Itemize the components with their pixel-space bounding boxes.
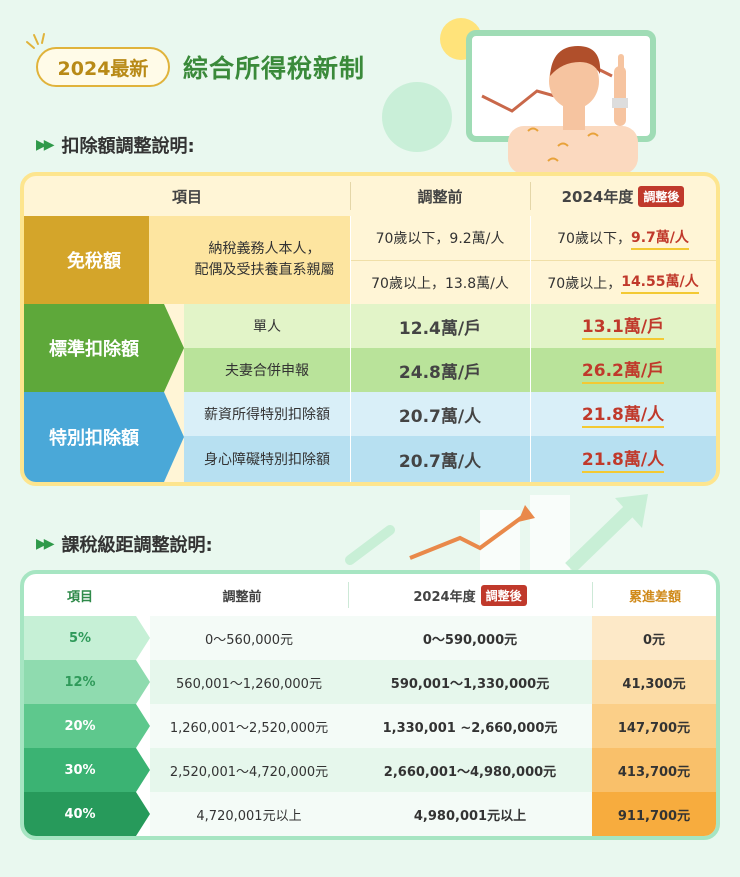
cell-after: 21.8萬/人 xyxy=(530,392,716,436)
bracket-before: 1,260,001～2,520,000元 xyxy=(150,704,348,748)
bracket-before: 0～560,000元 xyxy=(150,616,348,660)
row-item-couple: 夫妻合併申報 xyxy=(184,348,350,392)
cell-before: 12.4萬/戶 xyxy=(350,304,530,348)
category-exemption: 免稅額 xyxy=(24,216,164,304)
section-title-text: 課稅級距調整說明: xyxy=(61,535,213,556)
row-item-disability: 身心障礙特別扣除額 xyxy=(184,436,350,482)
cell-after-value: 9.7萬/人 xyxy=(630,227,689,250)
row-arrow-shape xyxy=(136,660,150,704)
row-arrow-shape xyxy=(136,704,150,748)
row-item-salary: 薪資所得特別扣除額 xyxy=(184,392,350,436)
row-item-taxpayer: 納稅義務人本人， 配偶及受扶養直系親屬 xyxy=(149,216,350,304)
tax-rate: 12% xyxy=(24,660,136,704)
cell-after-value: 21.8萬/人 xyxy=(581,400,665,428)
tax-rate: 20% xyxy=(24,704,136,748)
deduction-table: 項目 調整前 2024年度 調整後 免稅額 納稅義務人本人， 配偶及受扶養直系親屬… xyxy=(20,172,720,486)
bracket-before: 560,001～1,260,000元 xyxy=(150,660,348,704)
bracket-diff: 911,700元 xyxy=(592,792,716,836)
section-title-brackets: ▶▶ 課稅級距調整說明: xyxy=(36,531,213,557)
presenter-illustration xyxy=(508,46,638,174)
header-before: 調整前 xyxy=(222,589,262,605)
bracket-before: 2,520,001～4,720,000元 xyxy=(150,748,348,792)
cell-after-value: 13.1萬/戶 xyxy=(581,312,665,340)
bracket-table: 項目 調整前 2024年度 調整後 累進差額 5% 0～560,000元 0～590,… xyxy=(20,570,720,840)
after-tag: 調整後 xyxy=(480,584,527,606)
cell-before: 20.7萬/人 xyxy=(350,392,530,436)
cell-before: 20.7萬/人 xyxy=(350,436,530,482)
bracket-after: 2,660,001～4,980,000元 xyxy=(348,748,592,792)
bracket-diff: 147,700元 xyxy=(592,704,716,748)
double-arrow-icon: ▶▶ xyxy=(36,536,54,552)
bracket-after: 0～590,000元 xyxy=(348,616,592,660)
bracket-after: 1,330,001 ~2,660,000元 xyxy=(348,704,592,748)
cell-after: 70歲以下， 9.7萬/人 xyxy=(530,216,716,260)
cell-after-value: 26.2萬/戶 xyxy=(581,356,665,384)
cell-after-prefix: 70歲以下， xyxy=(557,231,631,247)
tax-rate: 40% xyxy=(24,792,136,836)
header-diff: 累進差額 xyxy=(628,589,681,605)
cell-after-value: 14.55萬/人 xyxy=(621,271,699,294)
category-standard: 標準扣除額 xyxy=(24,304,164,392)
category-special: 特別扣除額 xyxy=(24,392,164,482)
section-title-deductions: ▶▶ 扣除額調整說明: xyxy=(36,132,195,158)
header-after: 2024年度 調整後 xyxy=(348,574,592,616)
sparkle-icon xyxy=(26,33,45,49)
header-before: 調整前 xyxy=(417,187,463,206)
bracket-diff: 413,700元 xyxy=(592,748,716,792)
cell-after: 26.2萬/戶 xyxy=(530,348,716,392)
section-title-text: 扣除額調整說明: xyxy=(61,136,195,157)
cell-after: 13.1萬/戶 xyxy=(530,304,716,348)
pie-decoration xyxy=(382,82,452,152)
cell-after: 70歲以上， 14.55萬/人 xyxy=(530,260,716,304)
growth-arrow-decoration xyxy=(345,494,648,570)
cell-after: 21.8萬/人 xyxy=(530,436,716,482)
bracket-diff: 41,300元 xyxy=(592,660,716,704)
header-year: 2024年度 xyxy=(561,187,634,206)
row-item-single: 單人 xyxy=(184,304,350,348)
bracket-after: 4,980,001元以上 xyxy=(348,792,592,836)
header-year: 2024年度 xyxy=(413,589,476,605)
page-title: 綜合所得稅新制 xyxy=(183,54,366,83)
cell-after-value: 21.8萬/人 xyxy=(581,445,665,473)
year-badge: 2024最新 xyxy=(36,47,170,87)
tax-rate: 5% xyxy=(24,616,136,660)
bracket-after: 590,001～1,330,000元 xyxy=(348,660,592,704)
row-arrow-shape xyxy=(136,616,150,660)
bracket-diff: 0元 xyxy=(592,616,716,660)
double-arrow-icon: ▶▶ xyxy=(36,137,54,153)
cell-before: 24.8萬/戶 xyxy=(350,348,530,392)
cell-after-prefix: 70歲以上， xyxy=(547,275,622,292)
cell-before: 70歲以上，13.8萬/人 xyxy=(350,260,530,304)
cell-before: 70歲以下，9.2萬/人 xyxy=(350,216,530,260)
row-arrow-shape xyxy=(136,792,150,836)
header-after: 2024年度 調整後 xyxy=(530,176,716,216)
row-arrow-shape xyxy=(136,748,150,792)
bracket-before: 4,720,001元以上 xyxy=(150,792,348,836)
tax-rate: 30% xyxy=(24,748,136,792)
header-item: 項目 xyxy=(171,187,202,206)
header-item: 項目 xyxy=(66,589,93,605)
after-tag: 調整後 xyxy=(638,185,685,207)
